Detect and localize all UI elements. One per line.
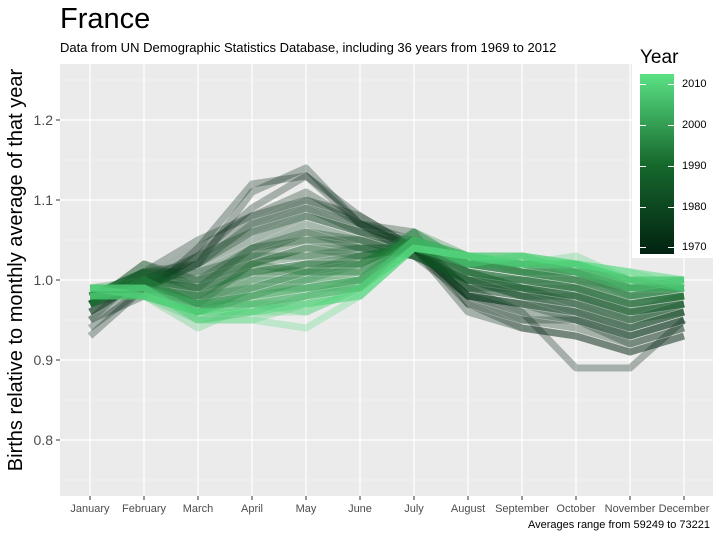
- series-line-1988: [88, 244, 685, 308]
- series-line-1974: [89, 196, 685, 340]
- legend-tick: [668, 207, 674, 208]
- x-tick-label: May: [296, 503, 317, 515]
- chart-subtitle: Data from UN Demographic Statistics Data…: [60, 40, 557, 55]
- color-legend: Year 2010 2000 1990 1980 1970: [632, 44, 716, 258]
- series-line-1980: [87, 228, 685, 324]
- series-line-1994: [88, 228, 684, 308]
- series-line-1997: [89, 236, 684, 316]
- series-line-2006: [90, 236, 684, 324]
- series-line-1991: [89, 236, 685, 300]
- x-tick-label: October: [556, 503, 595, 515]
- chart-title: France: [60, 3, 151, 35]
- x-tick-label: April: [241, 503, 263, 515]
- series-line-2011: [90, 244, 685, 332]
- series-line-2002: [90, 244, 684, 308]
- series-line-1979: [88, 220, 685, 332]
- x-tick-label: February: [122, 503, 167, 515]
- series-line-1982: [88, 236, 685, 324]
- series-line-1999: [90, 228, 685, 316]
- series-line-1984: [87, 244, 685, 316]
- series-line-2009: [90, 244, 684, 324]
- legend-label-1970: 1970: [682, 241, 707, 253]
- series-line-1985: [88, 244, 685, 316]
- series-line-1996: [89, 228, 684, 308]
- series-line-2010: [90, 244, 685, 316]
- series-line-1992: [88, 236, 684, 308]
- legend-tick: [668, 247, 674, 248]
- series-line-1969: [87, 172, 687, 372]
- series-line-1981: [89, 228, 685, 324]
- legend-tick: [640, 166, 646, 167]
- series-line-1977: [88, 212, 685, 332]
- series-line-1995: [89, 236, 685, 316]
- series-line-2003: [89, 236, 684, 316]
- legend-tick: [668, 166, 674, 167]
- legend-label-1980: 1980: [682, 201, 707, 213]
- x-axis: January February March April May June July Augu…: [70, 496, 710, 515]
- y-axis: 0.8 0.9 1.0 1.1 1.2: [34, 112, 60, 448]
- series-line-1971: [87, 164, 685, 356]
- x-tick-label: September: [495, 503, 549, 515]
- x-tick-label: January: [70, 503, 110, 515]
- legend-tick: [640, 247, 646, 248]
- legend-title: Year: [640, 47, 679, 68]
- legend-label-1990: 1990: [682, 160, 707, 172]
- series-line-1978: [88, 212, 685, 332]
- series-line-2008: [90, 236, 685, 332]
- x-tick-label: December: [659, 503, 710, 515]
- legend-tick: [668, 125, 674, 126]
- legend-label-2000: 2000: [682, 119, 707, 131]
- x-tick-label: August: [451, 503, 485, 515]
- legend-tick: [640, 207, 646, 208]
- y-tick-label: 1.2: [34, 112, 54, 128]
- legend-tick: [668, 84, 674, 85]
- series-line-1975: [88, 204, 685, 340]
- legend-tick: [640, 125, 646, 126]
- series-lines: [87, 164, 687, 372]
- y-tick-label: 0.9: [34, 352, 54, 368]
- series-line-1972: [88, 188, 685, 348]
- y-tick-label: 1.0: [34, 272, 54, 288]
- grid-lines: [60, 64, 713, 496]
- legend-tick: [640, 84, 646, 85]
- series-line-1983: [89, 236, 685, 316]
- series-line-1998: [90, 236, 685, 308]
- series-line-1990: [88, 244, 685, 308]
- series-line-2012: [89, 244, 685, 316]
- series-line-1973: [87, 196, 685, 348]
- y-tick-label: 0.8: [34, 432, 54, 448]
- y-tick-label: 1.1: [34, 192, 54, 208]
- series-line-1989: [88, 236, 685, 308]
- x-tick-label: November: [605, 503, 656, 515]
- x-tick-label: July: [404, 503, 424, 515]
- series-line-1970: [88, 172, 685, 356]
- series-line-1986: [88, 244, 685, 316]
- x-tick-label: June: [348, 503, 372, 515]
- series-line-2007: [90, 244, 684, 316]
- x-tick-label: March: [183, 503, 214, 515]
- series-line-2004: [89, 244, 684, 324]
- legend-colorbar: [640, 74, 674, 254]
- series-line-2000: [90, 236, 685, 308]
- series-line-2005: [89, 244, 684, 316]
- series-line-1976: [88, 204, 685, 340]
- series-line-2001: [90, 236, 685, 316]
- series-line-1987: [88, 244, 685, 308]
- series-line-1993: [89, 236, 685, 300]
- legend-label-2010: 2010: [682, 78, 707, 90]
- chart-caption: Averages range from 59249 to 73221: [527, 519, 710, 531]
